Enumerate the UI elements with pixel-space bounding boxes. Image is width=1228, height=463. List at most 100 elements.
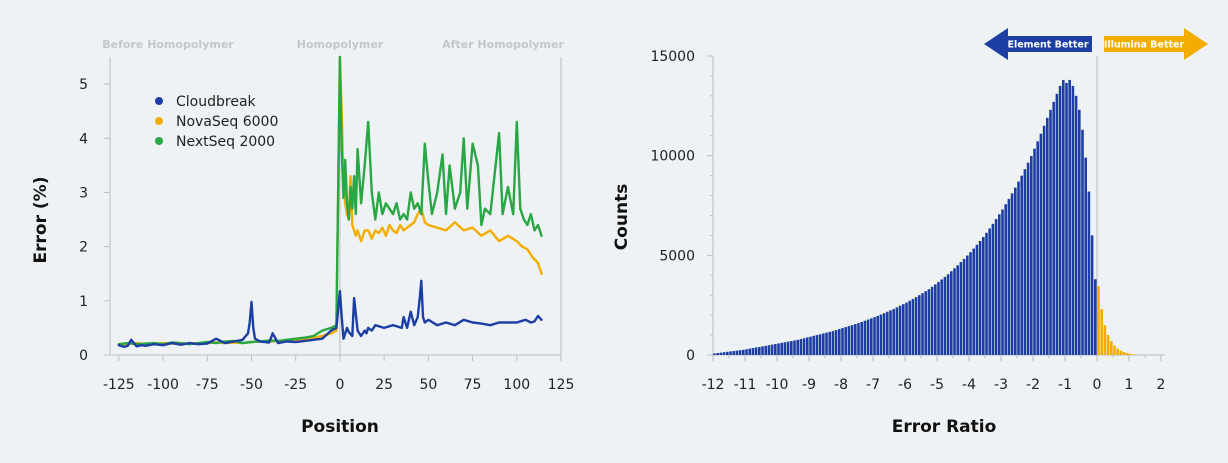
- histogram-bar: [1100, 309, 1103, 355]
- histogram-bar: [1103, 325, 1107, 355]
- hist-x-tick-label: -6: [898, 377, 912, 393]
- y-tick-label: 4: [79, 131, 88, 147]
- histogram-bar: [754, 347, 758, 355]
- histogram-bar: [962, 258, 966, 355]
- x-tick-label: 125: [548, 377, 575, 393]
- hist-x-tick-label: -9: [802, 377, 816, 393]
- y-tick-label: 5: [79, 77, 88, 93]
- histogram-bar: [956, 265, 959, 355]
- histogram-bar: [1017, 181, 1020, 355]
- histogram-bar: [882, 313, 886, 355]
- histogram-bar: [732, 351, 735, 355]
- histogram-bar: [1007, 198, 1011, 355]
- histogram-bars: [713, 79, 1139, 356]
- histogram-bar: [930, 286, 934, 355]
- histogram-bar: [735, 350, 739, 355]
- histogram-bar: [1094, 279, 1097, 355]
- histogram-bar: [790, 341, 793, 355]
- histogram-bar: [1132, 354, 1135, 355]
- histogram-bar: [748, 348, 751, 355]
- x-tick-label: 50: [419, 377, 437, 393]
- hist-x-tick-label: -1: [1058, 377, 1072, 393]
- histogram-bar: [850, 325, 854, 355]
- histogram-bar: [950, 271, 953, 355]
- histogram-bar: [774, 344, 777, 355]
- histogram-bar: [806, 337, 809, 355]
- histogram-bar: [828, 331, 831, 355]
- histogram-bar: [793, 340, 796, 355]
- histogram-bar: [1084, 157, 1087, 355]
- histogram-bar: [1129, 353, 1132, 355]
- line-chart: Before Homopolymer Homopolymer After Hom…: [31, 38, 574, 437]
- histogram-bar: [1042, 125, 1046, 356]
- histogram-bar: [834, 330, 838, 355]
- histogram-bar: [1010, 193, 1014, 355]
- hist-x-tick-label: -2: [1026, 377, 1040, 393]
- legend-label-cloudbreak: Cloudbreak: [176, 94, 257, 110]
- histogram-bar: [1097, 286, 1100, 355]
- histogram-bar: [969, 252, 972, 355]
- histogram-bar: [796, 339, 799, 355]
- hist-x-tick-label: -7: [866, 377, 880, 393]
- element-better-label: Element Better: [1007, 40, 1088, 51]
- x-tick-label: 100: [503, 377, 530, 393]
- histogram-bar: [873, 317, 876, 355]
- region-label-homopolymer: Homopolymer: [297, 38, 384, 51]
- illumina-better-label: Illumina Better: [1104, 40, 1185, 51]
- histogram-bar: [1049, 109, 1052, 355]
- line-chart-legend: Cloudbreak NovaSeq 6000 NextSeq 2000: [155, 94, 278, 150]
- legend-marker-novaseq: [155, 117, 163, 125]
- histogram-bar: [1020, 175, 1023, 355]
- histogram-bar: [972, 248, 975, 355]
- histogram-bar: [1071, 85, 1075, 356]
- histogram-bar: [982, 236, 985, 355]
- histogram-bar: [994, 219, 998, 355]
- histogram-x-axis-title: Error Ratio: [892, 417, 997, 437]
- histogram-bar: [889, 310, 892, 355]
- histogram-bar: [870, 318, 873, 355]
- histogram-bar: [1106, 335, 1110, 355]
- histogram-bar: [770, 344, 774, 355]
- histogram-bar: [924, 291, 927, 355]
- x-tick-label: -100: [147, 377, 179, 393]
- histogram-bar: [751, 348, 755, 355]
- histogram-bar: [1058, 85, 1062, 356]
- histogram-bar: [764, 345, 767, 355]
- histogram-bar: [1110, 341, 1113, 355]
- histogram-bar: [815, 335, 819, 355]
- histogram-bar: [745, 349, 748, 355]
- hist-x-tick-label: -11: [734, 377, 757, 393]
- x-tick-label: -25: [284, 377, 307, 393]
- histogram-bar: [777, 343, 780, 355]
- histogram-bar: [1113, 345, 1116, 355]
- region-label-before: Before Homopolymer: [102, 38, 234, 51]
- region-labels: Before Homopolymer Homopolymer After Hom…: [102, 38, 564, 51]
- histogram-bar: [937, 282, 940, 355]
- x-axis-title: Position: [301, 417, 379, 437]
- histogram-bar: [1126, 353, 1129, 355]
- histogram-bar: [1087, 191, 1091, 355]
- series-line-cloudbreak: [117, 279, 543, 349]
- hist-x-tick-label: -8: [834, 377, 848, 393]
- histogram-bar: [1039, 133, 1043, 355]
- histogram-bar: [886, 311, 889, 355]
- histogram-bar: [767, 345, 771, 355]
- histogram-bar: [1078, 109, 1081, 355]
- histogram-bar: [818, 334, 822, 355]
- histogram-bar: [722, 352, 726, 355]
- histogram-bar: [841, 328, 844, 355]
- histogram-bar: [1026, 162, 1030, 355]
- line-chart-series: [117, 55, 543, 349]
- x-tick-label: -75: [196, 377, 219, 393]
- hist-x-tick-label: -3: [994, 377, 1008, 393]
- y-tick-label: 2: [79, 240, 88, 256]
- element-better-arrow: [984, 28, 1092, 60]
- line-chart-axes: 0 1 2 3 4 5 -125 -100 -75 -50 -25 0 25 50 75 100 125: [79, 57, 574, 393]
- histogram-bar: [825, 332, 828, 355]
- histogram-bar: [783, 342, 787, 355]
- histogram-bar: [1004, 204, 1007, 355]
- histogram-bar: [902, 304, 905, 355]
- histogram-bar: [802, 338, 806, 355]
